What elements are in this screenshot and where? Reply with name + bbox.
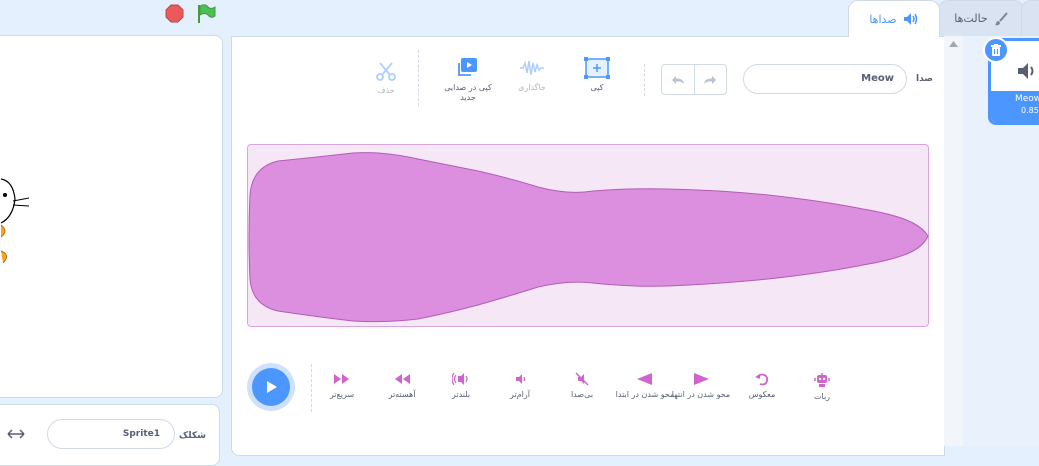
copy-to-new-label-line1: کپی در صدایی <box>444 83 492 92</box>
tab-costumes[interactable]: حالت‌ها <box>938 0 1024 36</box>
tab-sounds-label: صداها <box>869 12 897 26</box>
delete-label: حذف <box>377 86 395 95</box>
delete-button[interactable]: حذف <box>366 62 406 96</box>
effects-divider <box>311 364 312 412</box>
effect-fade-in[interactable]: محو شدن در ابتدا <box>610 372 680 399</box>
fast-forward-icon <box>334 374 349 384</box>
sound-list-item-duration: 0.85 <box>1021 106 1039 115</box>
sound-list-item-name: Meow <box>1015 94 1039 104</box>
paste-wave-icon <box>520 60 544 76</box>
effect-fade-out[interactable]: محو شدن در انتها <box>666 372 736 399</box>
undo-icon <box>671 75 684 84</box>
sound-icon <box>903 13 917 25</box>
effect-softer-label: آرام‌تر <box>510 390 530 399</box>
toolbar-divider <box>644 64 645 96</box>
effect-reverse-label: معکوس <box>748 390 776 399</box>
toolbar-divider <box>418 50 419 106</box>
sprite-label: شکلک <box>179 431 206 441</box>
tab-code[interactable] <box>1021 0 1039 36</box>
waveform-shape <box>248 152 929 323</box>
effect-faster[interactable]: سریع‌تر <box>310 372 374 399</box>
play-button-circle <box>252 368 290 406</box>
delete-sound-button[interactable] <box>983 37 1009 63</box>
effect-slower-label: آهسته‌تر <box>388 390 416 399</box>
paste-button[interactable]: جاگذاری <box>508 57 556 93</box>
select-copy-icon <box>584 57 610 79</box>
stop-button[interactable] <box>165 4 184 23</box>
waveform-display[interactable] <box>247 144 929 327</box>
effect-robot[interactable]: ربات <box>790 372 854 401</box>
scissors-icon <box>376 62 396 81</box>
louder-icon <box>452 372 468 386</box>
redo-icon <box>704 75 717 84</box>
undo-redo-group <box>661 64 727 95</box>
sprite-name-input[interactable]: Sprite1 <box>47 419 175 449</box>
undo-button[interactable] <box>662 65 695 94</box>
robot-icon <box>814 373 830 387</box>
editor-scrollbar[interactable] <box>944 36 963 446</box>
redo-button[interactable] <box>695 65 727 94</box>
copy-to-new-label-line2: جدید <box>460 93 476 102</box>
play-icon <box>267 381 277 393</box>
trash-icon <box>991 43 1001 56</box>
rewind-icon <box>395 374 410 384</box>
effect-louder-label: بلندتر <box>451 390 471 399</box>
stop-icon <box>165 4 184 23</box>
play-button[interactable] <box>247 363 295 411</box>
effect-robot-label: ربات <box>813 392 831 401</box>
sprite-info-panel: Sprite1 شکلک <box>0 404 220 466</box>
effect-mute-label: بی‌صدا <box>570 390 594 399</box>
sprite-cat[interactable] <box>0 171 36 271</box>
stage[interactable] <box>0 35 223 398</box>
green-flag-button[interactable] <box>195 3 217 25</box>
sound-name-label: صدا <box>916 74 933 84</box>
effect-fade-out-label: محو شدن در انتها <box>671 390 731 399</box>
arrows-horizontal-icon <box>7 429 25 439</box>
scroll-up-arrow-icon <box>949 41 958 47</box>
effect-mute[interactable]: بی‌صدا <box>550 372 614 399</box>
sound-list-item-footer: Meow 0.85 <box>991 91 1039 122</box>
effect-faster-label: سریع‌تر <box>329 390 355 399</box>
effect-louder[interactable]: بلندتر <box>429 372 493 399</box>
tab-sounds[interactable]: صداها <box>848 0 940 37</box>
copy-button[interactable]: کپی <box>575 57 619 93</box>
sound-thumbnail-icon <box>1018 63 1034 79</box>
sound-name-input[interactable]: Meow <box>743 64 907 94</box>
softer-icon <box>516 374 526 384</box>
effect-fade-in-label: محو شدن در ابتدا <box>615 390 675 399</box>
copy-to-new-button[interactable]: کپی در صدایی جدید <box>436 57 500 103</box>
paintbrush-icon <box>994 11 1008 25</box>
copy-label: کپی <box>590 83 604 92</box>
copy-to-new-icon <box>458 58 477 76</box>
mute-icon <box>575 372 589 386</box>
green-flag-icon <box>198 4 216 23</box>
effect-reverse[interactable]: معکوس <box>730 372 794 399</box>
fade-out-icon <box>694 373 709 385</box>
effect-softer[interactable]: آرام‌تر <box>488 372 552 399</box>
fade-in-icon <box>637 373 652 385</box>
reverse-icon <box>755 373 769 386</box>
tab-costumes-label: حالت‌ها <box>954 12 988 25</box>
paste-label: جاگذاری <box>518 83 546 92</box>
effect-slower[interactable]: آهسته‌تر <box>370 372 434 399</box>
